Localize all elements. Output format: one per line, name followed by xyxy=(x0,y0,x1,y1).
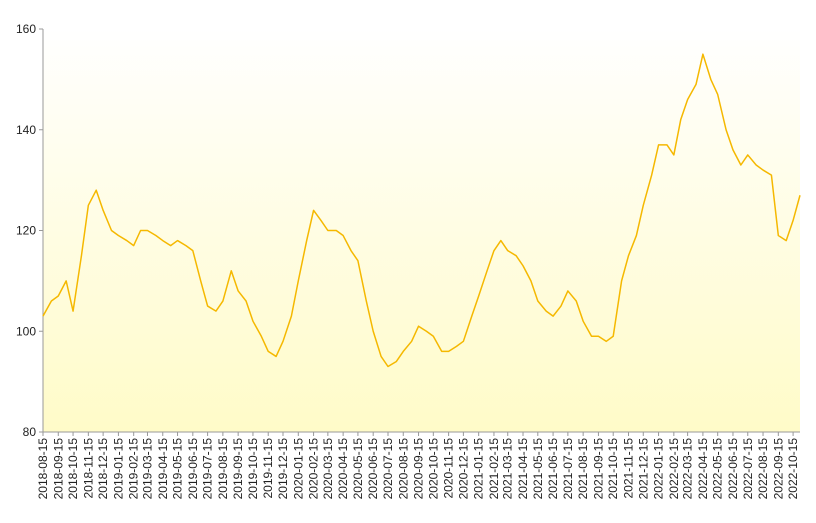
x-tick-label: 2020-02-15 xyxy=(307,438,321,500)
x-tick-label: 2021-09-15 xyxy=(591,438,605,500)
x-tick-label: 2018-10-15 xyxy=(66,438,80,500)
x-tick-label: 2019-10-15 xyxy=(246,438,260,500)
x-tick-label: 2019-05-15 xyxy=(171,438,185,500)
x-tick-label: 2021-02-15 xyxy=(487,438,501,500)
x-tick-label: 2019-11-15 xyxy=(261,438,275,499)
x-tick-label: 2019-08-15 xyxy=(216,438,230,500)
x-tick-label: 2021-06-15 xyxy=(546,438,560,500)
x-tick-label: 2019-01-15 xyxy=(111,438,125,500)
y-tick-label: 140 xyxy=(16,123,36,137)
x-tick-label: 2019-07-15 xyxy=(201,438,215,500)
x-tick-label: 2020-01-15 xyxy=(291,438,305,500)
x-tick-label: 2022-05-15 xyxy=(711,438,725,500)
x-tick-label: 2022-10-15 xyxy=(786,438,800,500)
y-tick-label: 80 xyxy=(23,425,37,439)
x-tick-label: 2020-03-15 xyxy=(321,438,335,500)
x-tick-label: 2019-09-15 xyxy=(231,438,245,500)
x-tick-label: 2021-12-15 xyxy=(636,438,650,500)
x-tick-label: 2022-06-15 xyxy=(726,438,740,500)
x-tick-label: 2022-08-15 xyxy=(756,438,770,500)
x-tick-label: 2021-03-15 xyxy=(501,438,515,500)
x-tick-label: 2020-08-15 xyxy=(396,438,410,500)
y-tick-label: 120 xyxy=(16,224,36,238)
x-tick-label: 2022-03-15 xyxy=(681,438,695,500)
x-tick-label: 2020-06-15 xyxy=(366,438,380,500)
x-tick-label: 2021-11-15 xyxy=(621,438,635,499)
line-series xyxy=(42,53,801,368)
y-tick-label: 100 xyxy=(16,324,36,338)
x-tick-label: 2021-04-15 xyxy=(516,438,530,500)
x-tick-label: 2018-09-15 xyxy=(51,438,65,500)
x-tick-label: 2022-07-15 xyxy=(741,438,755,500)
x-tick-label: 2019-02-15 xyxy=(127,438,141,500)
x-tick-label: 2020-10-15 xyxy=(426,438,440,500)
x-tick-label: 2021-01-15 xyxy=(472,438,486,500)
x-tick-label: 2018-08-15 xyxy=(36,438,50,500)
x-tick-label: 2018-12-15 xyxy=(96,438,110,500)
x-tick-label: 2021-08-15 xyxy=(576,438,590,500)
x-tick-label: 2020-11-15 xyxy=(442,438,456,499)
x-tick-label: 2022-09-15 xyxy=(771,438,785,500)
x-tick-label: 2019-12-15 xyxy=(276,438,290,500)
y-tick-label: 160 xyxy=(16,22,36,36)
x-tick-label: 2020-07-15 xyxy=(381,438,395,500)
x-tick-label: 2020-12-15 xyxy=(456,438,470,500)
x-tick-label: 2018-11-15 xyxy=(81,438,95,499)
x-tick-label: 2019-06-15 xyxy=(186,438,200,500)
x-tick-label: 2022-02-15 xyxy=(667,438,681,500)
x-tick-label: 2019-03-15 xyxy=(140,438,154,500)
x-tick-label: 2020-05-15 xyxy=(351,438,365,500)
x-tick-label: 2021-07-15 xyxy=(561,438,575,500)
x-tick-label: 2022-04-15 xyxy=(696,438,710,500)
x-tick-label: 2022-01-15 xyxy=(652,438,666,500)
x-tick-label: 2019-04-15 xyxy=(156,438,170,500)
x-tick-label: 2020-04-15 xyxy=(336,438,350,500)
x-tick-label: 2020-09-15 xyxy=(412,438,426,500)
x-tick-label: 2021-05-15 xyxy=(531,438,545,500)
plot-area xyxy=(43,29,800,432)
x-tick-label: 2021-10-15 xyxy=(606,438,620,500)
